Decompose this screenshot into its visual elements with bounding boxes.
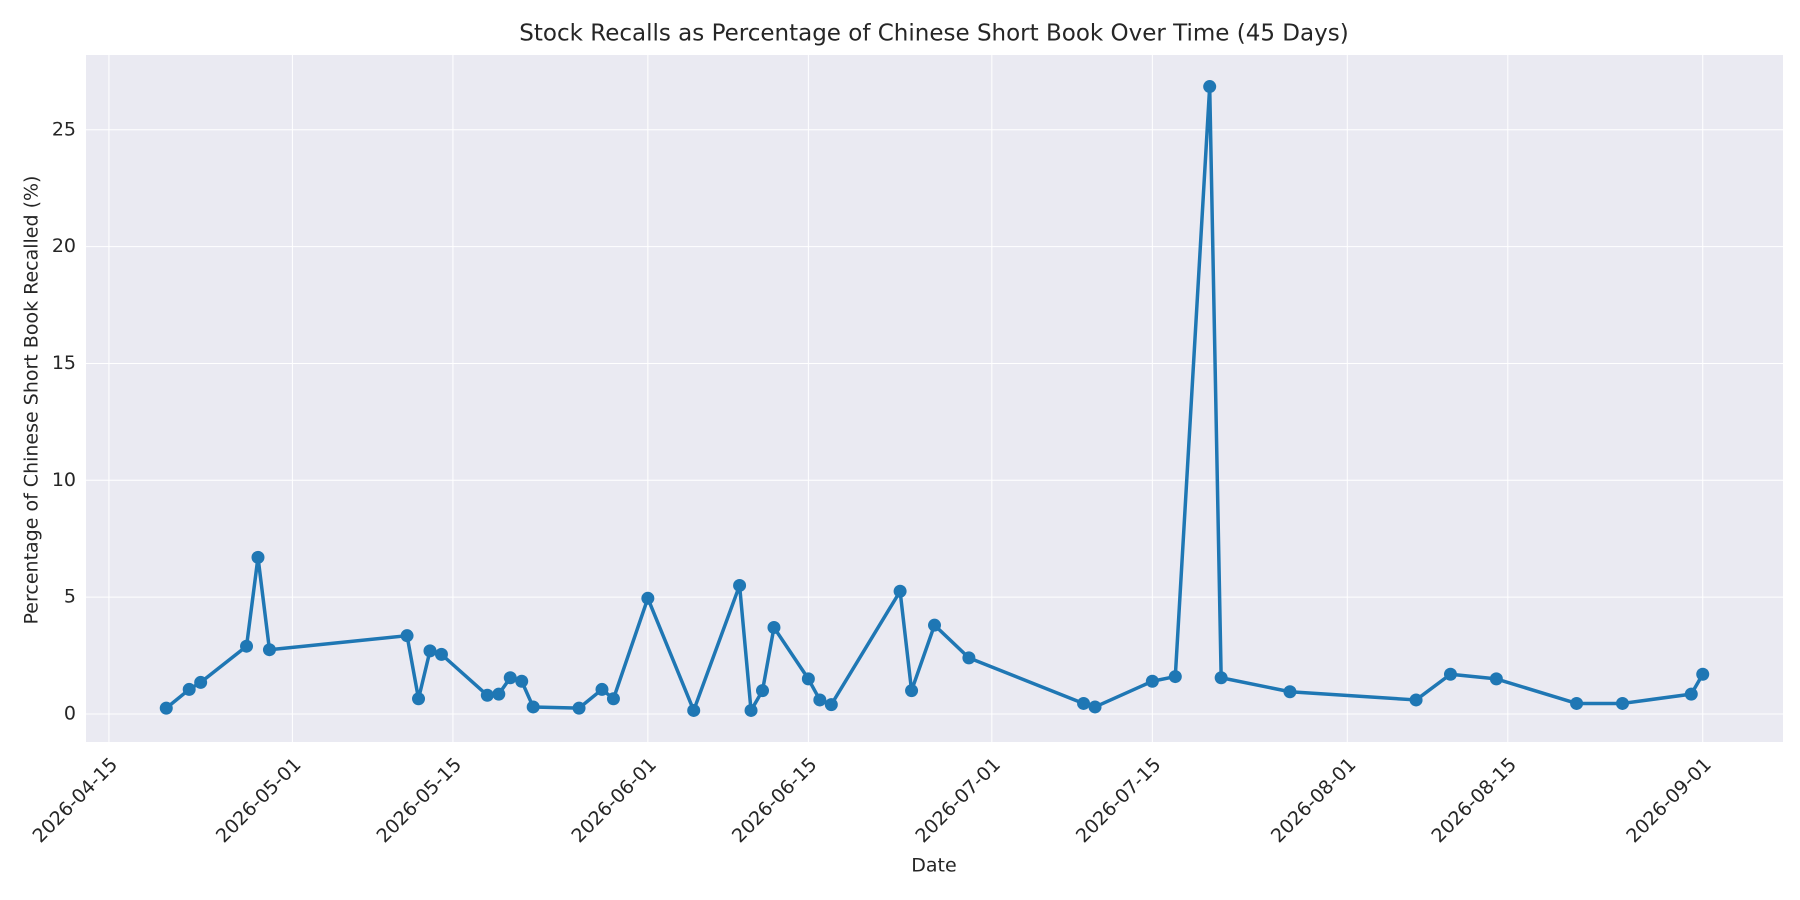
- data-point: [1214, 671, 1228, 685]
- data-point: [1570, 696, 1584, 710]
- data-point: [1077, 696, 1091, 710]
- data-point: [767, 621, 781, 634]
- x-tick-label: 2026-08-01: [1267, 754, 1361, 848]
- data-point: [1684, 687, 1698, 701]
- x-tick-label: 2026-06-01: [567, 754, 661, 848]
- x-tick-label: 2026-05-15: [372, 754, 466, 848]
- data-point: [1145, 674, 1159, 688]
- data-point: [492, 687, 506, 701]
- data-point: [928, 618, 941, 632]
- data-point: [182, 682, 196, 696]
- data-point: [1696, 667, 1710, 681]
- data-point: [423, 644, 437, 658]
- data-point: [824, 698, 838, 712]
- y-tick-label: 5: [64, 586, 76, 608]
- data-point: [744, 703, 758, 717]
- data-point: [1088, 700, 1102, 714]
- x-tick-label: 2026-04-15: [28, 754, 122, 848]
- data-point: [962, 651, 976, 665]
- data-point: [1168, 670, 1182, 684]
- data-point: [159, 701, 173, 715]
- data-point: [1489, 672, 1503, 686]
- data-point: [572, 701, 586, 715]
- x-tick-label: 2026-05-01: [212, 754, 306, 848]
- data-point: [641, 591, 655, 605]
- data-point: [400, 629, 414, 643]
- data-point: [595, 682, 609, 696]
- x-axis-label: Date: [911, 855, 956, 877]
- x-tick-label: 2026-09-01: [1622, 754, 1716, 848]
- plot-area: [86, 55, 1783, 742]
- y-axis-label: Percentage of Chinese Short Book Recalle…: [21, 176, 43, 625]
- data-point: [1615, 696, 1629, 710]
- data-point: [515, 674, 529, 688]
- data-point: [526, 700, 540, 714]
- y-tick-label: 25: [52, 118, 76, 140]
- data-point: [687, 703, 701, 717]
- data-point: [606, 692, 620, 706]
- data-point: [262, 643, 276, 657]
- data-point: [240, 639, 254, 653]
- x-tick-label: 2026-07-15: [1072, 754, 1166, 848]
- data-point: [756, 684, 770, 698]
- data-point: [733, 578, 747, 592]
- data-point: [412, 692, 426, 706]
- data-point: [1283, 685, 1297, 699]
- x-tick-label: 2026-08-15: [1427, 754, 1521, 848]
- data-point: [893, 584, 907, 598]
- data-point: [194, 675, 208, 689]
- data-point: [1203, 80, 1217, 94]
- data-point: [503, 671, 517, 685]
- y-tick-label: 0: [64, 702, 76, 724]
- data-point: [1443, 667, 1457, 681]
- data-point: [905, 684, 919, 698]
- x-tick-label: 2026-07-01: [911, 754, 1005, 848]
- data-point: [434, 647, 448, 661]
- data-point: [251, 550, 265, 564]
- data-point: [801, 672, 815, 686]
- data-point: [480, 688, 494, 702]
- data-point: [813, 693, 827, 707]
- chart-title: Stock Recalls as Percentage of Chinese S…: [519, 21, 1348, 47]
- x-tick-label: 2026-06-15: [728, 754, 822, 848]
- y-tick-label: 15: [52, 352, 76, 374]
- data-point: [1409, 693, 1423, 707]
- y-tick-label: 10: [52, 469, 76, 491]
- y-tick-label: 20: [52, 235, 76, 257]
